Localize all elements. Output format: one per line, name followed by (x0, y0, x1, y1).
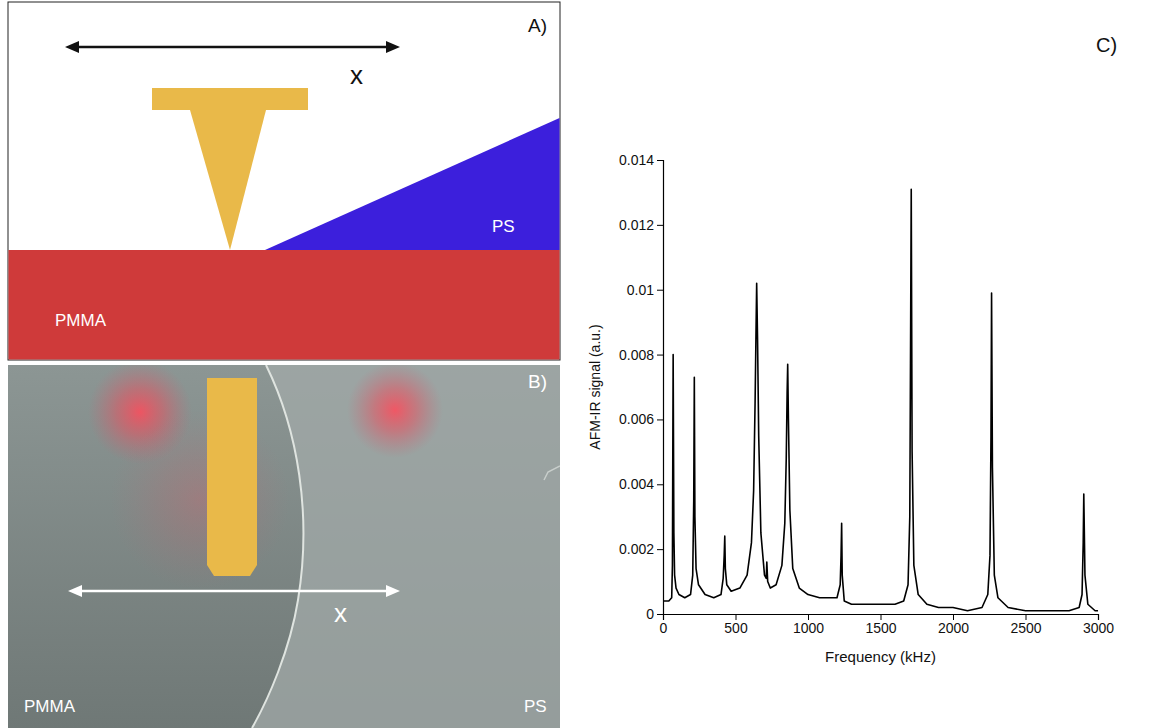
photo (8, 365, 560, 728)
scan-arrow (68, 585, 400, 597)
cantilever (152, 88, 308, 110)
tick-mark (657, 549, 663, 550)
cantilever (207, 378, 257, 576)
tick: 0.014 (619, 152, 663, 168)
tick-mark (657, 484, 663, 485)
region-label: PS (492, 217, 515, 236)
tick: 0.01 (627, 282, 663, 298)
panel-label: A) (528, 15, 547, 36)
tick-label: 2500 (1010, 620, 1041, 636)
tick-label: 0.004 (619, 476, 654, 492)
tick-label: 0 (646, 606, 654, 622)
panel-frame (8, 2, 560, 360)
tick-label: 1000 (793, 620, 824, 636)
arrow-label: x (350, 60, 363, 90)
tick: 0 (660, 614, 668, 636)
arrow-head (65, 41, 79, 53)
tick-label: 500 (724, 620, 748, 636)
tick: 1000 (793, 614, 824, 636)
region-label: PMMA (24, 697, 76, 716)
arrow-head (68, 585, 82, 597)
tick: 500 (724, 614, 748, 636)
pmma-layer (9, 250, 560, 360)
arrow-label: x (334, 598, 347, 628)
tick: 0.004 (619, 476, 663, 492)
tick-mark (657, 225, 663, 226)
laser-glow (110, 410, 290, 590)
tick-label: 0.014 (619, 152, 654, 168)
tick: 0.008 (619, 347, 663, 363)
tick: 3000 (1083, 614, 1114, 636)
panel-c: 0 500 1000 1500 2000 2500 3000 0 0.002 0.004 0.006… (587, 34, 1117, 665)
tick: 0.002 (619, 541, 663, 557)
tick-mark (657, 419, 663, 420)
tick-label: 1500 (865, 620, 896, 636)
arrow-head (386, 585, 400, 597)
tick-mark (657, 290, 663, 291)
tick-mark (657, 160, 663, 161)
tick-label: 3000 (1083, 620, 1114, 636)
tick: 0 (646, 606, 663, 622)
scan-arrow (65, 41, 400, 53)
figure: x A) PMMA PS x B) PMMA PS 0 500 1000 1500 2000 2500 30… (0, 0, 1173, 728)
tick: 0.006 (619, 411, 663, 427)
tick-label: 0.008 (619, 347, 654, 363)
panel-label: B) (528, 371, 547, 392)
panel-label: C) (1096, 34, 1117, 56)
tick: 0.012 (619, 217, 663, 233)
tick-label: 0.006 (619, 411, 654, 427)
arrow-shaft (71, 46, 394, 49)
arrow-shaft (74, 590, 394, 593)
axis-title: Frequency (kHz) (825, 648, 936, 665)
region-label: PS (524, 697, 547, 716)
plot-area (663, 189, 1098, 611)
x-axis: 0 500 1000 1500 2000 2500 3000 (660, 614, 1115, 636)
tick: 2000 (938, 614, 969, 636)
region-label: PMMA (55, 311, 107, 330)
axis-title: AFM-IR signal (a.u.) (587, 324, 603, 449)
tick-label: 0.012 (619, 217, 654, 233)
axis-line (657, 161, 664, 615)
tick: 1500 (865, 614, 896, 636)
panel-a: x A) PMMA PS (8, 2, 560, 360)
crack (544, 466, 560, 480)
spectrum-line (663, 189, 1098, 611)
laser-spot (347, 365, 443, 458)
tick-label: 0.01 (627, 282, 654, 298)
tip (190, 110, 266, 250)
ps-film (265, 118, 560, 250)
tick-mark (657, 355, 663, 356)
tick: 2500 (1010, 614, 1041, 636)
tick-mark (657, 614, 663, 615)
arrow-head (386, 41, 400, 53)
y-axis: 0 0.002 0.004 0.006 0.008 0.01 0.012 0.014 (619, 152, 664, 622)
tick-label: 2000 (938, 620, 969, 636)
tick-label: 0 (660, 620, 668, 636)
panel-b: x B) PMMA PS (8, 360, 560, 728)
tick-label: 0.002 (619, 541, 654, 557)
